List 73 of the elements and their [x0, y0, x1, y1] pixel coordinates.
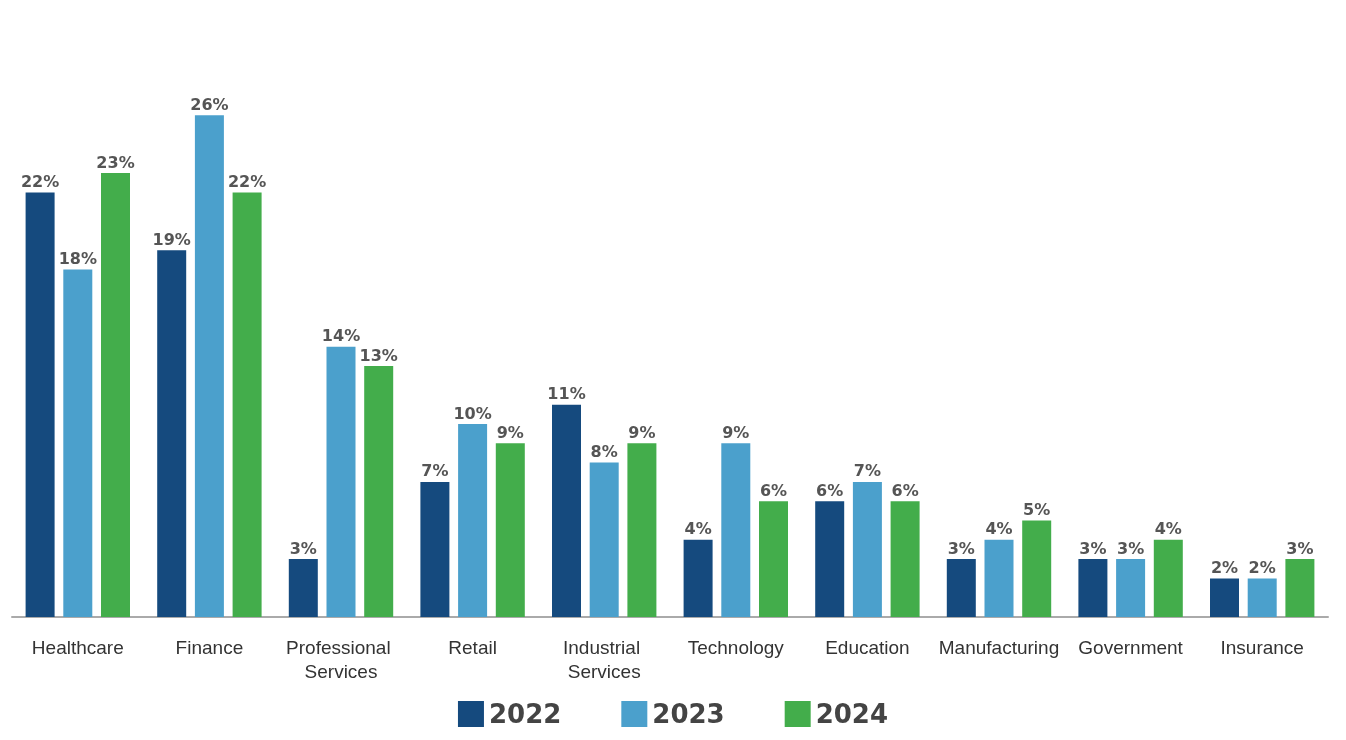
bar — [495, 443, 525, 617]
bar — [1247, 578, 1277, 617]
data-label: 2% — [1210, 557, 1239, 577]
x-tick-label: Healthcare — [31, 636, 124, 658]
data-label: 5% — [1023, 500, 1051, 519]
data-label: 2% — [1248, 557, 1276, 577]
data-label: 14% — [321, 326, 361, 346]
data-label: 8% — [590, 442, 618, 462]
data-label: 9% — [496, 422, 524, 442]
data-label: 9% — [722, 422, 750, 442]
bar — [194, 115, 224, 617]
data-label: 6% — [759, 480, 788, 500]
bar — [157, 250, 187, 617]
bar — [326, 346, 356, 617]
data-label: 3% — [289, 538, 317, 558]
data-label: 4% — [1154, 519, 1182, 539]
bar — [552, 404, 581, 617]
data-label: 4% — [985, 519, 1013, 539]
bar — [946, 559, 976, 617]
bar — [232, 192, 262, 617]
data-label: 3% — [947, 538, 975, 558]
bar — [1116, 559, 1146, 617]
bar — [1153, 539, 1183, 617]
bar — [1078, 559, 1108, 617]
bar — [63, 269, 93, 617]
bar — [589, 462, 619, 617]
bar — [815, 501, 845, 617]
data-label: 9% — [628, 422, 656, 442]
data-label: 22% — [20, 171, 60, 191]
bar — [721, 443, 751, 617]
data-label: 3% — [1117, 538, 1145, 558]
data-label: 7% — [853, 461, 881, 481]
bar — [420, 481, 450, 617]
data-label: 23% — [96, 152, 135, 172]
data-label: 3% — [1079, 538, 1107, 558]
x-tick-label: Finance — [175, 636, 244, 658]
bar — [683, 539, 713, 617]
bar — [1210, 578, 1239, 617]
x-tick-label: Government — [1078, 636, 1184, 658]
legend-label: 2022 — [488, 699, 562, 729]
bar — [627, 443, 657, 617]
x-tick-label: Manufacturing — [938, 636, 1060, 658]
bar — [288, 559, 318, 617]
data-label: 6% — [816, 480, 844, 500]
bar — [364, 366, 394, 617]
bar — [759, 501, 788, 617]
bar — [458, 424, 488, 617]
x-tick-label: Education — [825, 636, 910, 658]
x-tick-label: Retail — [448, 636, 497, 658]
data-label: 18% — [58, 249, 97, 269]
data-label: 11% — [547, 384, 586, 404]
data-label: 3% — [1286, 538, 1314, 558]
data-label: 22% — [227, 171, 267, 191]
data-label: 10% — [453, 403, 492, 423]
bar — [890, 501, 920, 617]
legend-label: 2024 — [815, 699, 889, 729]
x-tick-label: Technology — [687, 636, 785, 658]
data-label: 26% — [190, 94, 229, 114]
data-label: 7% — [421, 461, 449, 481]
x-tick-label: Insurance — [1220, 636, 1304, 658]
bar — [1285, 559, 1315, 617]
bar — [101, 173, 130, 617]
bar — [1022, 520, 1052, 617]
data-label: 19% — [152, 229, 191, 249]
data-label: 6% — [891, 480, 919, 500]
legend-label: 2023 — [652, 699, 725, 729]
bar — [984, 539, 1014, 617]
data-label: 4% — [684, 519, 712, 539]
bar — [25, 192, 55, 617]
x-tick-label: Industrial Services — [563, 636, 646, 682]
bar — [852, 481, 882, 617]
data-label: 13% — [359, 345, 398, 365]
x-tick-label: Professional Services — [286, 636, 396, 682]
